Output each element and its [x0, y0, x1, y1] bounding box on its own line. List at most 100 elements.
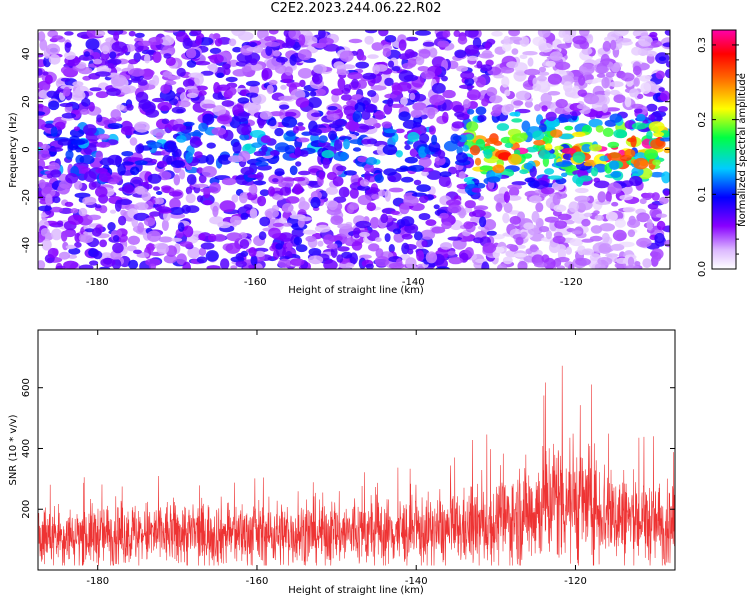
heatmap-blob [374, 110, 386, 120]
heatmap-blob [371, 194, 380, 200]
heatmap-blob [375, 237, 382, 243]
heatmap-blob [246, 80, 260, 87]
heatmap-blob [347, 72, 363, 80]
heatmap-blob [295, 97, 310, 108]
heatmap-blob [295, 161, 302, 167]
heatmap-blob [624, 96, 632, 108]
heatmap-blob [181, 204, 191, 214]
heatmap-blob [390, 210, 400, 215]
heatmap-y-tick-label: 0 [21, 146, 32, 152]
heatmap-blob [134, 121, 150, 133]
heatmap-blob [286, 82, 302, 88]
heatmap-blob [538, 42, 553, 53]
heatmap-blob [482, 242, 497, 254]
heatmap-blob [502, 212, 510, 224]
heatmap-blob [130, 166, 140, 176]
heatmap-blob [439, 171, 452, 178]
heatmap-blob [579, 63, 595, 75]
heatmap-blob [111, 41, 128, 52]
heatmap-blob [454, 111, 465, 118]
heatmap-blob [601, 103, 609, 114]
heatmap-blob [508, 30, 520, 37]
heatmap-blob [441, 75, 448, 82]
heatmap-blob [511, 48, 519, 55]
heatmap-blob [188, 131, 204, 137]
heatmap-blob [631, 103, 644, 109]
heatmap-blob [610, 39, 617, 51]
colorbar-ticks: 0.0 0.1 0.2 0.3 [697, 37, 739, 277]
heatmap-blob [63, 86, 71, 97]
heatmap-blob [631, 46, 642, 56]
heatmap-blob [609, 160, 620, 170]
heatmap-blob [135, 185, 146, 195]
heatmap-blob [418, 156, 432, 168]
heatmap-blob [56, 220, 64, 226]
heatmap-blob [533, 139, 546, 146]
heatmap-blob [555, 244, 566, 252]
heatmap-y-tick-label: -40 [21, 237, 32, 253]
heatmap-blob [101, 45, 110, 55]
heatmap-blob [340, 94, 353, 101]
heatmap-blob [250, 255, 258, 266]
heatmap-blob [196, 256, 208, 264]
heatmap-blob [504, 89, 511, 97]
page-title: C2E2.2023.244.06.22.R02 [270, 1, 442, 16]
heatmap-blob [457, 35, 468, 45]
heatmap-blob [280, 84, 287, 90]
heatmap-blob [610, 243, 625, 251]
heatmap-blob [223, 67, 231, 76]
colorbar-tick-label: 0.2 [697, 112, 708, 128]
heatmap-blob [581, 143, 592, 153]
heatmap-blob [507, 184, 522, 190]
heatmap-blob [347, 120, 360, 132]
heatmap-blob [535, 202, 544, 213]
heatmap-blob [325, 186, 339, 195]
heatmap-blob [293, 236, 303, 246]
heatmap-blob [340, 151, 348, 162]
heatmap-blob [534, 104, 541, 112]
snr-x-axis-label: Height of straight line (km) [288, 585, 424, 596]
heatmap-blob [48, 100, 60, 111]
heatmap-blob [417, 66, 430, 72]
heatmap-blob [161, 185, 172, 191]
heatmap-blob [240, 212, 249, 220]
heatmap-blob [38, 111, 46, 116]
heatmap-blob [158, 236, 173, 243]
heatmap-blob [439, 212, 449, 219]
heatmap-blob [337, 223, 352, 230]
heatmap-blob [268, 118, 277, 127]
heatmap-blob [213, 233, 226, 242]
heatmap-blob [382, 144, 398, 155]
heatmap-blob [273, 194, 284, 201]
heatmap-blob [95, 150, 104, 162]
snr-x-tick-label: -160 [246, 576, 269, 587]
heatmap-blob [231, 30, 246, 37]
heatmap-blob [416, 250, 425, 262]
heatmap-blob [129, 137, 138, 146]
heatmap-blob [212, 205, 219, 217]
heatmap-blob [429, 94, 446, 106]
heatmap-blob [438, 175, 451, 188]
heatmap-blob [147, 173, 162, 184]
heatmap-blob [201, 103, 216, 109]
heatmap-blob [384, 93, 398, 99]
heatmap-blob [607, 152, 622, 161]
heatmap-blob [185, 193, 196, 204]
heatmap-blob [519, 169, 529, 175]
heatmap-blob [51, 228, 63, 241]
heatmap-blob [55, 265, 66, 269]
heatmap-blob [230, 215, 242, 226]
heatmap-blob [83, 171, 97, 183]
heatmap-blob [384, 77, 394, 87]
heatmap-blob [389, 103, 405, 108]
heatmap-blob [507, 153, 522, 165]
heatmap-blob [413, 231, 423, 241]
heatmap-blob [295, 244, 308, 253]
heatmap-blob [646, 103, 658, 112]
heatmap-blob [333, 196, 347, 203]
heatmap-blob [299, 150, 309, 157]
heatmap-blob [348, 202, 359, 210]
heatmap-blob [153, 186, 160, 191]
heatmap-blob [337, 246, 350, 252]
heatmap-blob [419, 133, 430, 144]
